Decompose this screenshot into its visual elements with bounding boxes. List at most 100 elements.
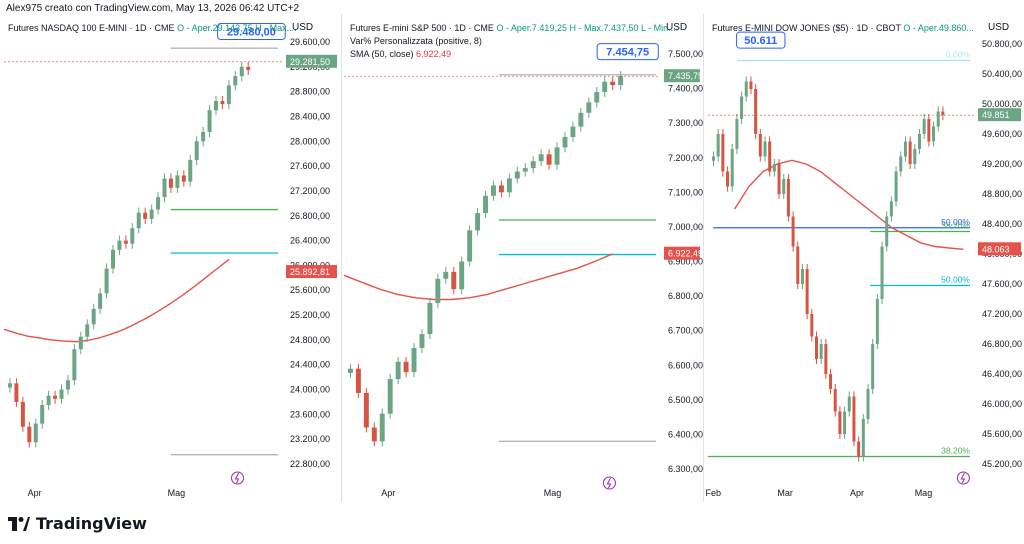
- candle-body: [104, 268, 109, 294]
- candle-body: [814, 336, 818, 359]
- candle-body: [220, 100, 225, 105]
- y-tick-label: 48.400,00: [982, 219, 1022, 229]
- candle-body: [85, 324, 90, 337]
- candle-body: [522, 168, 528, 172]
- candlestick-chart[interactable]: 50.800,00 50.400,00 50.000,00 49.600,00 49.2…: [704, 14, 1024, 502]
- candle-body: [730, 149, 734, 187]
- event-lightning-icon: [231, 471, 245, 485]
- candle-body: [72, 349, 77, 381]
- event-lightning-icon: [602, 476, 616, 490]
- sma-value-badge: [978, 242, 1021, 256]
- candle-body: [554, 147, 560, 165]
- y-tick-label: 6.400,00: [668, 429, 703, 439]
- y-tick-label: 7.000,00: [668, 222, 703, 232]
- candle-body: [239, 66, 244, 77]
- candle-body: [716, 134, 720, 157]
- candle-body: [618, 76, 624, 86]
- y-tick-label: 26.400,00: [290, 236, 330, 246]
- y-tick-label: 7.400,00: [668, 84, 703, 94]
- chart-panel-sp500[interactable]: Futures E-mini S&P 500 · 1D · CME O - Ap…: [341, 14, 703, 502]
- sma-value-badge: [664, 246, 700, 260]
- candlestick-chart[interactable]: 29.600,0029.200,0028.800,0028.400,0028.0…: [0, 14, 341, 502]
- level-label: 38,20%: [941, 221, 970, 231]
- candle-body: [847, 396, 851, 412]
- watermark-caption: Alex975 creato con TradingView.com, May …: [6, 3, 300, 14]
- candle-body: [117, 240, 122, 250]
- y-tick-label: 47.600,00: [982, 279, 1022, 289]
- price-callout-text: 29.480,00: [227, 26, 276, 38]
- candle-body: [443, 271, 449, 279]
- candle-body: [538, 154, 544, 162]
- currency-label: USD: [666, 22, 688, 33]
- candle-body: [791, 216, 795, 247]
- y-tick-label: 6.300,00: [668, 464, 703, 474]
- candle-body: [451, 271, 457, 290]
- candle-body: [861, 419, 865, 457]
- x-tick-label: Apr: [28, 488, 42, 498]
- y-tick-label: 25.600,00: [290, 285, 330, 295]
- candle-body: [53, 395, 58, 399]
- candle-body: [838, 411, 842, 434]
- last-price-text: 49.851: [982, 110, 1010, 120]
- candlestick-chart[interactable]: 7.500,00 7.400,00 7.300,00 7.200,00 7.100,00…: [342, 14, 703, 502]
- y-tick-label: 50.800,00: [982, 39, 1022, 49]
- sma-line: [734, 159, 964, 250]
- candle-body: [712, 156, 715, 161]
- brand-footer: TradingView: [8, 514, 147, 533]
- candle-body: [721, 134, 725, 172]
- candle-body: [922, 119, 926, 134]
- indicator-sma[interactable]: SMA (50, close): [350, 49, 414, 59]
- candle-body: [214, 100, 219, 111]
- y-tick-label: 7.500,00: [668, 49, 703, 59]
- candle-body: [800, 269, 804, 284]
- y-tick-label: 28.800,00: [290, 87, 330, 97]
- x-tick-label: Apr: [381, 488, 395, 498]
- price-callout-text: 50.611: [744, 35, 777, 47]
- candle-body: [735, 119, 739, 149]
- candle-body: [782, 179, 786, 194]
- indicator-var[interactable]: Var% Personalizzata (positive, 8): [350, 36, 482, 46]
- last-price-badge: [664, 69, 700, 83]
- y-tick-label: 6.900,00: [668, 257, 703, 267]
- ohlc-readout: O - Aper.49.860...: [903, 23, 974, 33]
- candle-body: [506, 178, 512, 193]
- candle-body: [475, 213, 481, 231]
- candle-body: [927, 119, 931, 142]
- candle-body: [226, 85, 231, 105]
- candle-body: [46, 395, 51, 406]
- y-tick-label: 27.600,00: [290, 161, 330, 171]
- candle-body: [246, 66, 251, 70]
- y-tick-label: 27.200,00: [290, 186, 330, 196]
- candle-body: [866, 389, 870, 419]
- price-callout-box: [217, 22, 286, 40]
- candle-body: [111, 249, 115, 269]
- sma-line: [343, 253, 613, 301]
- candle-body: [786, 179, 790, 217]
- candle-body: [78, 336, 83, 350]
- candle-body: [819, 344, 823, 359]
- candle-body: [824, 344, 828, 374]
- chart-panel-dow[interactable]: Futures E-MINI DOW JONES ($5) · 1D · CBO…: [703, 14, 1024, 502]
- candle-body: [740, 96, 744, 119]
- x-tick-label: Mar: [777, 488, 793, 498]
- candle-body: [810, 314, 814, 337]
- candle-body: [491, 185, 496, 196]
- x-tick-label: Mag: [544, 488, 562, 498]
- candle-body: [908, 141, 912, 164]
- y-tick-label: 50.000,00: [982, 99, 1022, 109]
- y-tick-label: 24.800,00: [290, 335, 330, 345]
- candle-body: [843, 411, 847, 434]
- y-tick-label: 29.600,00: [290, 37, 330, 47]
- candle-body: [932, 126, 936, 142]
- candle-body: [610, 81, 616, 86]
- sma-value-text: 48.063: [982, 244, 1010, 254]
- candle-body: [570, 126, 576, 137]
- candle-body: [33, 423, 38, 443]
- candle-body: [530, 161, 536, 169]
- candle-body: [941, 111, 945, 116]
- chart-panel-nasdaq[interactable]: Futures NASDAQ 100 E-MINI · 1D · CME O -…: [0, 14, 341, 502]
- event-lightning-icon: [234, 472, 240, 484]
- candle-body: [175, 175, 180, 188]
- y-tick-label: 23.600,00: [290, 409, 330, 419]
- candle-body: [233, 76, 238, 86]
